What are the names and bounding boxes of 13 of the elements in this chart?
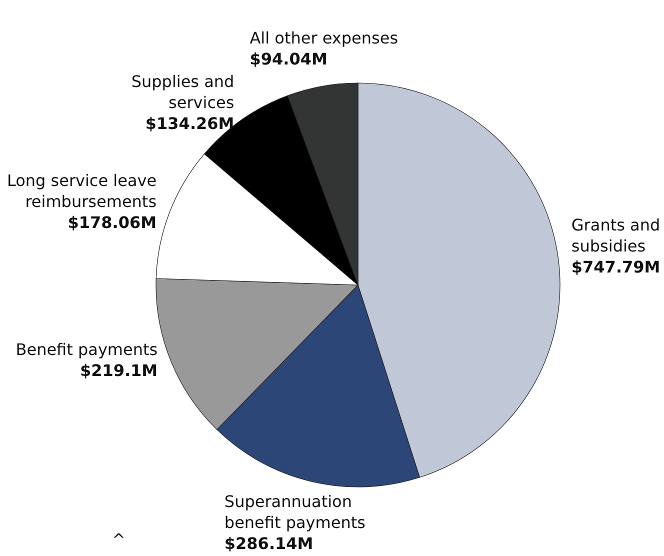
data-label: $219.1M	[80, 361, 158, 380]
text: ^	[112, 530, 126, 549]
data-label: $134.26M	[145, 114, 234, 133]
data-label: $94.04M	[250, 49, 328, 68]
data-label: $747.79M	[571, 258, 660, 277]
slice-label: Superannuation benefit payments	[224, 492, 366, 532]
slice-label: Long service leave reimbursements	[6, 171, 157, 212]
slice-label: Benefit payments	[16, 340, 158, 360]
slice-label: All other expenses	[250, 28, 398, 48]
slice-label: Supplies and services	[131, 72, 234, 112]
data-label: $286.14M	[224, 534, 314, 554]
data-label: $178.06M	[68, 213, 157, 232]
slice-label: Grants and subsidies	[571, 216, 660, 256]
